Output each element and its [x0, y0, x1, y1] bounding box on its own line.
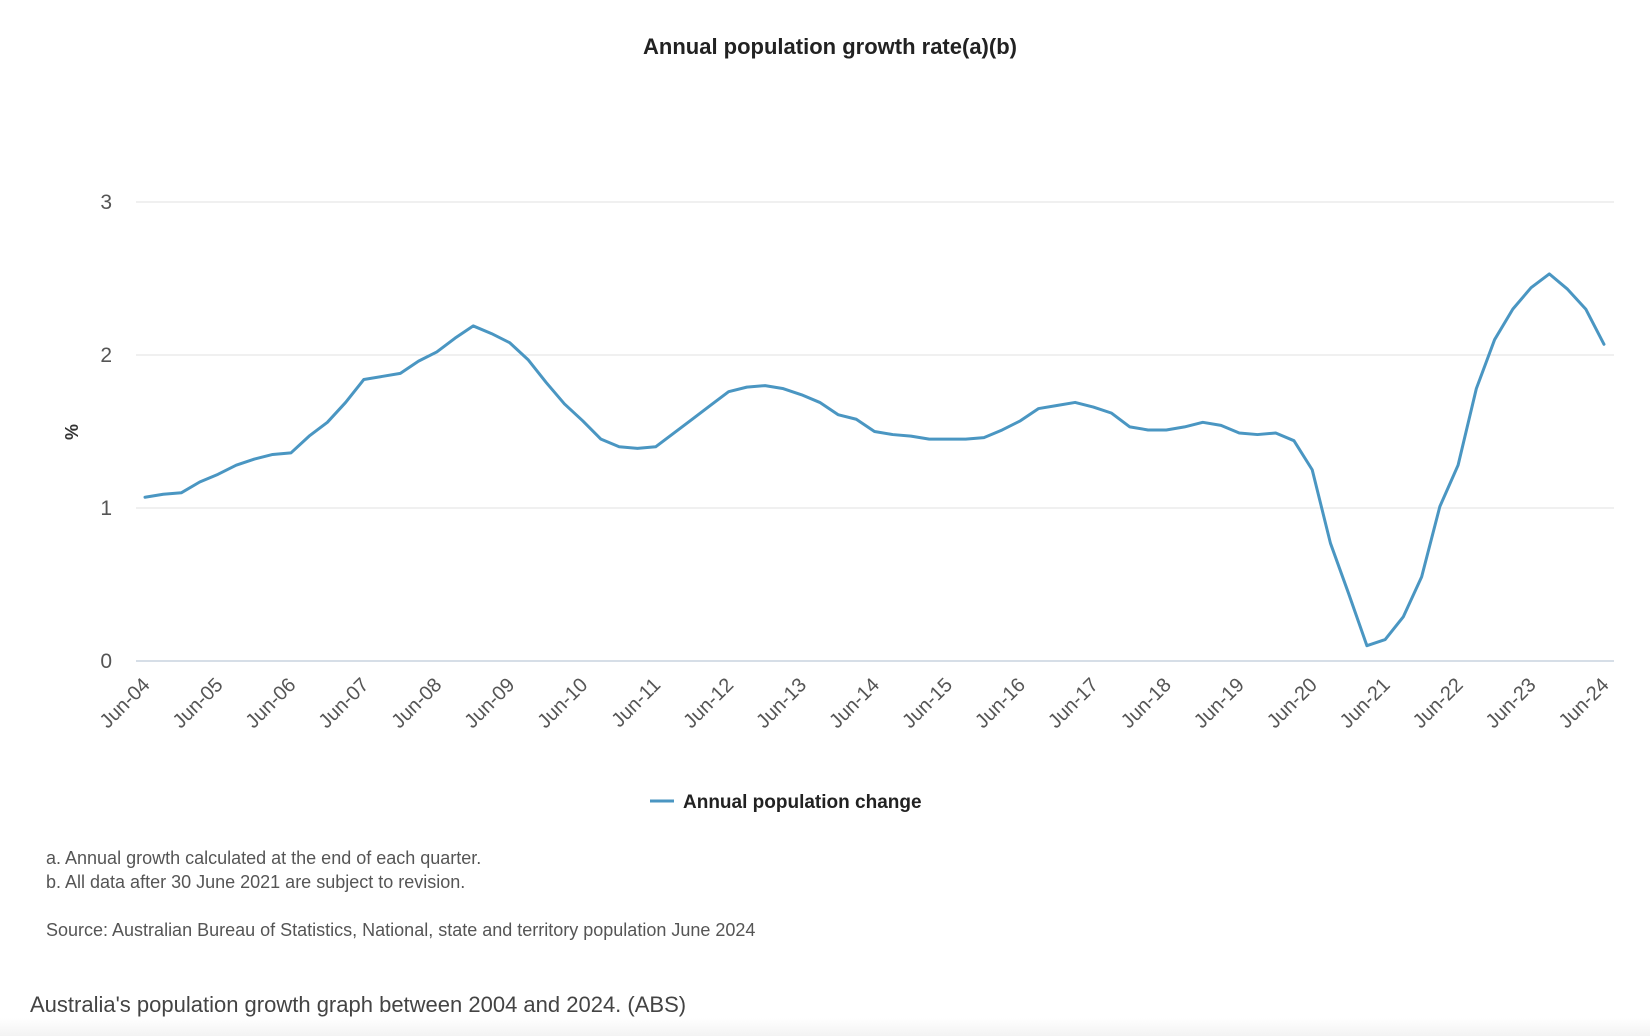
x-tick-label: Jun-17: [1044, 674, 1103, 733]
y-tick-label: 0: [100, 650, 112, 673]
footnote-b: b. All data after 30 June 2021 are subje…: [46, 872, 466, 892]
x-tick-label: Jun-20: [1263, 674, 1322, 733]
y-axis-label: %: [62, 424, 82, 440]
x-tick-label: Jun-19: [1190, 674, 1249, 733]
series-line-annual-population-change: [143, 272, 1606, 648]
x-tick-label: Jun-06: [242, 674, 301, 733]
x-tick-label: Jun-21: [1336, 674, 1395, 733]
x-tick-label: Jun-22: [1409, 674, 1468, 733]
x-tick-label: Jun-24: [1555, 674, 1614, 733]
x-tick-label: Jun-07: [315, 674, 374, 733]
x-tick-label: Jun-09: [460, 674, 519, 733]
chart-title: Annual population growth rate(a)(b): [643, 34, 1017, 59]
x-tick-label: Jun-10: [533, 674, 592, 733]
y-tick-label: 2: [100, 344, 112, 367]
x-tick-label: Jun-16: [971, 674, 1030, 733]
legend-label: Annual population change: [683, 792, 922, 813]
y-tick-label: 1: [100, 497, 112, 520]
image-caption: Australia's population growth graph betw…: [30, 992, 687, 1017]
page-bottom-edge: [0, 1018, 1650, 1036]
legend: Annual population change: [650, 792, 922, 813]
x-tick-label: Jun-18: [1117, 674, 1176, 733]
x-tick-label: Jun-15: [898, 674, 957, 733]
x-tick-label: Jun-23: [1482, 674, 1541, 733]
x-tick-label: Jun-05: [169, 674, 228, 733]
x-tick-label: Jun-04: [96, 674, 155, 733]
source-note: Source: Australian Bureau of Statistics,…: [46, 920, 756, 940]
x-tick-label: Jun-08: [388, 674, 447, 733]
x-tick-label: Jun-14: [825, 674, 884, 733]
x-tick-label: Jun-13: [752, 674, 811, 733]
x-axis-ticks: Jun-04 Jun-05 Jun-06 Jun-07 Jun-08 Jun-09 Jun-…: [96, 674, 1614, 733]
y-axis-ticks: 0 1 2 3: [100, 191, 112, 673]
grid: [136, 201, 1614, 662]
y-tick-label: 3: [100, 191, 112, 214]
footnote-a: a. Annual growth calculated at the end o…: [46, 848, 482, 868]
x-tick-label: Jun-11: [607, 674, 665, 732]
x-tick-label: Jun-12: [679, 674, 738, 733]
